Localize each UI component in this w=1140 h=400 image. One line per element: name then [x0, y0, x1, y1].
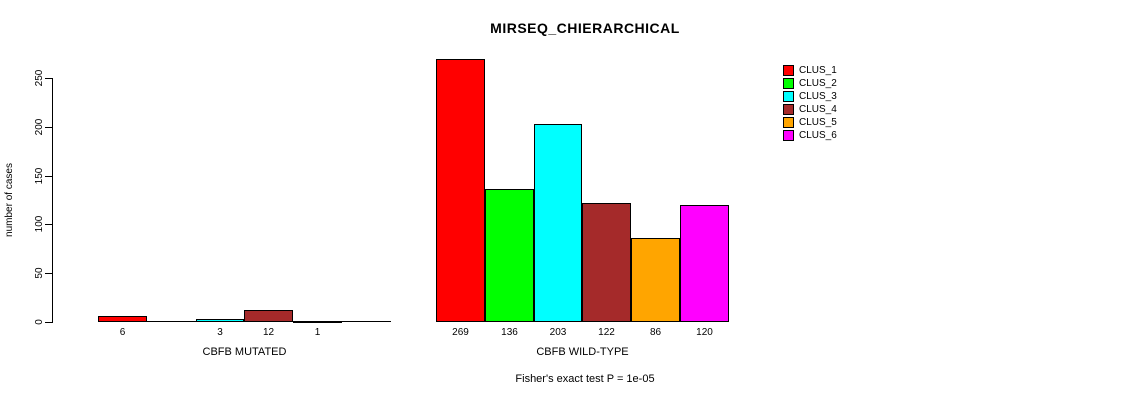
legend-item: CLUS_2 — [783, 77, 837, 90]
bar-clus_4 — [582, 203, 631, 322]
legend-item: CLUS_1 — [783, 64, 837, 77]
y-axis-tick-label: 200 — [34, 118, 45, 136]
y-axis-tick — [45, 127, 52, 128]
x-axis-group-label: CBFB MUTATED — [202, 346, 287, 358]
bar-clus_2 — [147, 321, 196, 322]
bar-clus_2 — [485, 189, 534, 322]
legend-item-label: CLUS_2 — [799, 78, 837, 89]
bar-value-label: 1 — [314, 327, 321, 338]
y-axis-tick-label: 150 — [34, 167, 45, 185]
bar-clus_1 — [98, 316, 147, 322]
bar-clus_5 — [631, 238, 680, 322]
bar-value-label: 203 — [549, 327, 567, 338]
bar-clus_3 — [196, 319, 244, 322]
y-axis-tick-label: 100 — [34, 215, 45, 233]
legend-swatch — [783, 117, 794, 128]
bar-value-label: 136 — [501, 327, 518, 338]
bar-clus_4 — [244, 310, 293, 322]
legend-swatch — [783, 104, 794, 115]
y-axis-tick — [45, 176, 52, 177]
bar-clus_5 — [293, 321, 342, 323]
legend-swatch — [783, 65, 794, 76]
legend-item: CLUS_4 — [783, 103, 837, 116]
legend-item-label: CLUS_3 — [799, 91, 837, 102]
y-axis-tick — [45, 322, 52, 323]
legend-item: CLUS_5 — [783, 116, 837, 129]
bar-value-label: 120 — [696, 327, 713, 338]
y-axis-tick — [45, 273, 52, 274]
legend-item-label: CLUS_1 — [799, 65, 837, 76]
legend-swatch — [783, 91, 794, 102]
bar-value-label: 269 — [452, 327, 469, 338]
y-axis-tick — [45, 78, 52, 79]
bar-clus_1 — [436, 59, 485, 322]
legend-swatch — [783, 78, 794, 89]
x-axis-group-label: CBFB WILD-TYPE — [536, 346, 629, 358]
bar-value-label: 86 — [649, 327, 662, 338]
bar-clus_6 — [342, 321, 391, 322]
y-axis-tick-label: 0 — [34, 319, 45, 325]
y-axis-tick-label: 250 — [34, 69, 45, 87]
legend-item: CLUS_6 — [783, 129, 837, 142]
annotation-text: Fisher's exact test P = 1e-05 — [515, 373, 655, 385]
legend-item-label: CLUS_4 — [799, 104, 837, 115]
legend-item: CLUS_3 — [783, 90, 837, 103]
bar-value-label: 3 — [217, 327, 223, 338]
legend: CLUS_1 CLUS_2 CLUS_3 CLUS_4 CLUS_5 CLUS_6 — [783, 64, 837, 142]
bar-clus_6 — [680, 205, 729, 322]
bar-clus_3 — [534, 124, 582, 322]
chart-title: MIRSEQ_CHIERARCHICAL — [490, 20, 680, 36]
legend-item-label: CLUS_5 — [799, 117, 837, 128]
y-axis-label: number of cases — [4, 163, 15, 237]
bar-value-label: 122 — [598, 327, 615, 338]
y-axis-line — [52, 78, 53, 323]
bar-value-label: 12 — [262, 327, 275, 338]
legend-swatch — [783, 130, 794, 141]
legend-item-label: CLUS_6 — [799, 130, 837, 141]
bar-value-label: 6 — [119, 327, 126, 338]
y-axis-tick-label: 50 — [34, 267, 45, 279]
y-axis-tick — [45, 224, 52, 225]
